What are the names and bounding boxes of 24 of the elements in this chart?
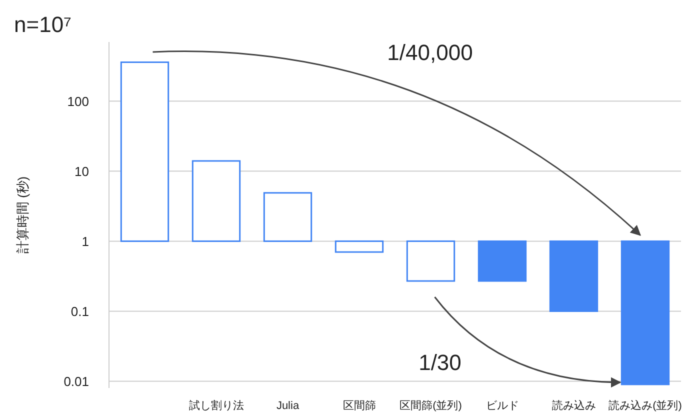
x-tick-label: Julia [276, 400, 300, 412]
y-tick-label: 100 [67, 94, 89, 110]
x-tick-label: 試し割り法 [188, 399, 244, 412]
annotation: 1/30 [418, 350, 462, 375]
annotation: 1/40,000 [387, 40, 473, 65]
x-tick-label: 区間篩(並列) [400, 400, 462, 412]
bar [334, 240, 384, 253]
x-tick-label: 読み込み(並列) [608, 399, 682, 412]
bar [192, 160, 241, 242]
bar [120, 61, 170, 242]
x-tick-label: 読み込み [552, 399, 596, 412]
y-tick-label: 10 [74, 164, 89, 180]
bar [620, 240, 670, 386]
x-tick-label: 区間篩 [342, 400, 376, 412]
y-tick-label: 1 [82, 234, 89, 250]
y-tick-label: 0.01 [64, 374, 89, 390]
bar [549, 240, 598, 312]
chart-title: n=10⁷ [14, 12, 72, 37]
bar [478, 240, 527, 282]
bar [406, 240, 456, 282]
y-axis-title: 計算時間 (秒) [15, 176, 30, 254]
y-tick-label: 0.1 [70, 304, 89, 320]
x-tick-label: ビルド [486, 400, 519, 412]
bar [263, 192, 312, 242]
